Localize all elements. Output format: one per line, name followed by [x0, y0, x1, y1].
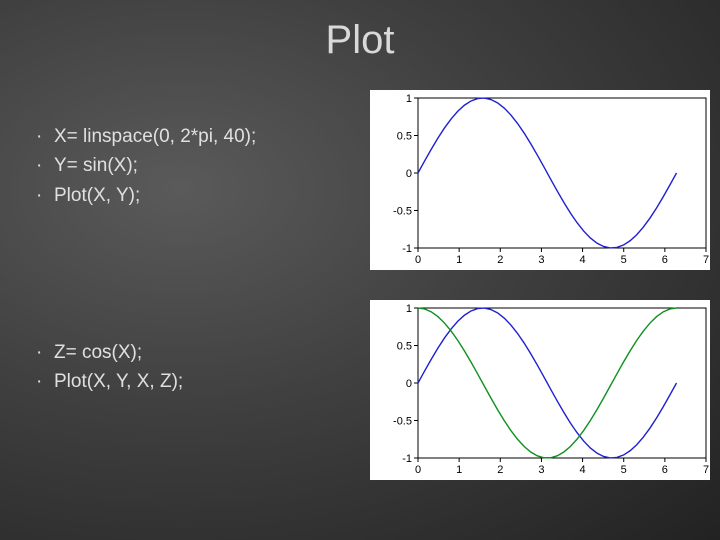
svg-text:0.5: 0.5 — [397, 341, 412, 353]
bullet-text: Z= cos(X); — [54, 342, 142, 363]
svg-text:0: 0 — [415, 254, 421, 266]
svg-text:0: 0 — [406, 168, 412, 180]
svg-text:3: 3 — [538, 464, 544, 476]
bullets-top: ·X= linspace(0, 2*pi, 40);·Y= sin(X);·Pl… — [36, 122, 256, 210]
bullet-item: ·Plot(X, Y, X, Z); — [36, 367, 183, 396]
bullet-item: ·X= linspace(0, 2*pi, 40); — [36, 122, 256, 151]
slide: Plot ·X= linspace(0, 2*pi, 40);·Y= sin(X… — [0, 0, 720, 540]
svg-text:0.5: 0.5 — [397, 131, 412, 143]
svg-text:2: 2 — [497, 464, 503, 476]
bullet-item: ·Plot(X, Y); — [36, 181, 256, 210]
svg-text:7: 7 — [703, 464, 709, 476]
chart-sin-cos: 0 1 2 3 4 5 6 7 -1 -0.5 0 0.5 1 — [370, 300, 710, 480]
svg-text:-1: -1 — [402, 243, 412, 255]
slide-title: Plot — [0, 18, 720, 63]
svg-text:4: 4 — [580, 254, 586, 266]
svg-text:5: 5 — [621, 464, 627, 476]
svg-text:6: 6 — [662, 254, 668, 266]
bullets-bottom: ·Z= cos(X);·Plot(X, Y, X, Z); — [36, 338, 183, 397]
bullet-text: Plot(X, Y); — [54, 185, 140, 206]
bullet-text: X= linspace(0, 2*pi, 40); — [54, 126, 256, 147]
bullet-item: ·Y= sin(X); — [36, 151, 256, 180]
svg-text:4: 4 — [580, 464, 586, 476]
bullet-item: ·Z= cos(X); — [36, 338, 183, 367]
svg-text:-0.5: -0.5 — [393, 206, 412, 218]
svg-text:0: 0 — [406, 378, 412, 390]
bullet-dot-icon: · — [36, 151, 54, 180]
series-sin — [418, 98, 677, 248]
bullet-dot-icon: · — [36, 122, 54, 151]
series-sin — [418, 308, 677, 458]
svg-text:-1: -1 — [402, 453, 412, 465]
svg-text:2: 2 — [497, 254, 503, 266]
svg-text:6: 6 — [662, 464, 668, 476]
svg-text:7: 7 — [703, 254, 709, 266]
bullet-dot-icon: · — [36, 338, 54, 367]
svg-text:1: 1 — [406, 93, 412, 105]
chart-sin: 0 1 2 3 4 5 6 7 -1 -0.5 0 0.5 1 — [370, 90, 710, 270]
svg-text:1: 1 — [456, 254, 462, 266]
svg-text:0: 0 — [415, 464, 421, 476]
svg-text:1: 1 — [406, 303, 412, 315]
svg-text:1: 1 — [456, 464, 462, 476]
svg-text:5: 5 — [621, 254, 627, 266]
svg-text:-0.5: -0.5 — [393, 416, 412, 428]
bullet-dot-icon: · — [36, 367, 54, 396]
bullet-text: Y= sin(X); — [54, 155, 138, 176]
bullet-dot-icon: · — [36, 181, 54, 210]
bullet-text: Plot(X, Y, X, Z); — [54, 371, 183, 392]
svg-text:3: 3 — [538, 254, 544, 266]
